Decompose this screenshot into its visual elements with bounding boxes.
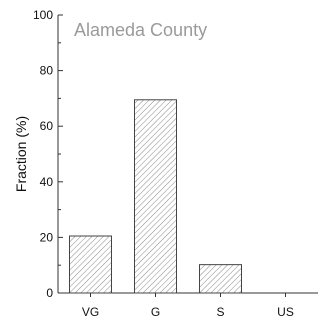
y-tick-label: 20: [40, 230, 54, 244]
x-ticks: VG G S US: [82, 293, 294, 319]
x-tick-label: S: [216, 305, 224, 319]
y-tick-label: 60: [40, 119, 54, 133]
y-tick-label: 100: [33, 8, 53, 22]
x-tick-label: VG: [82, 305, 99, 319]
y-ticks: 0 20 40 60 80 100: [33, 8, 63, 300]
bar-vg: [69, 235, 112, 294]
bar-g: [134, 99, 177, 294]
y-tick-label: 0: [46, 286, 53, 300]
y-tick-label: 80: [40, 64, 54, 78]
bars: [69, 99, 242, 294]
y-axis-title: Fraction (%): [13, 116, 29, 192]
bar-s: [199, 264, 242, 294]
x-tick-label: G: [151, 305, 160, 319]
plot-area: 0 20 40 60 80 100 VG G S US: [33, 8, 318, 319]
x-tick-label: US: [277, 305, 294, 319]
y-tick-label: 40: [40, 175, 54, 189]
chart-title: Alameda County: [74, 20, 207, 40]
